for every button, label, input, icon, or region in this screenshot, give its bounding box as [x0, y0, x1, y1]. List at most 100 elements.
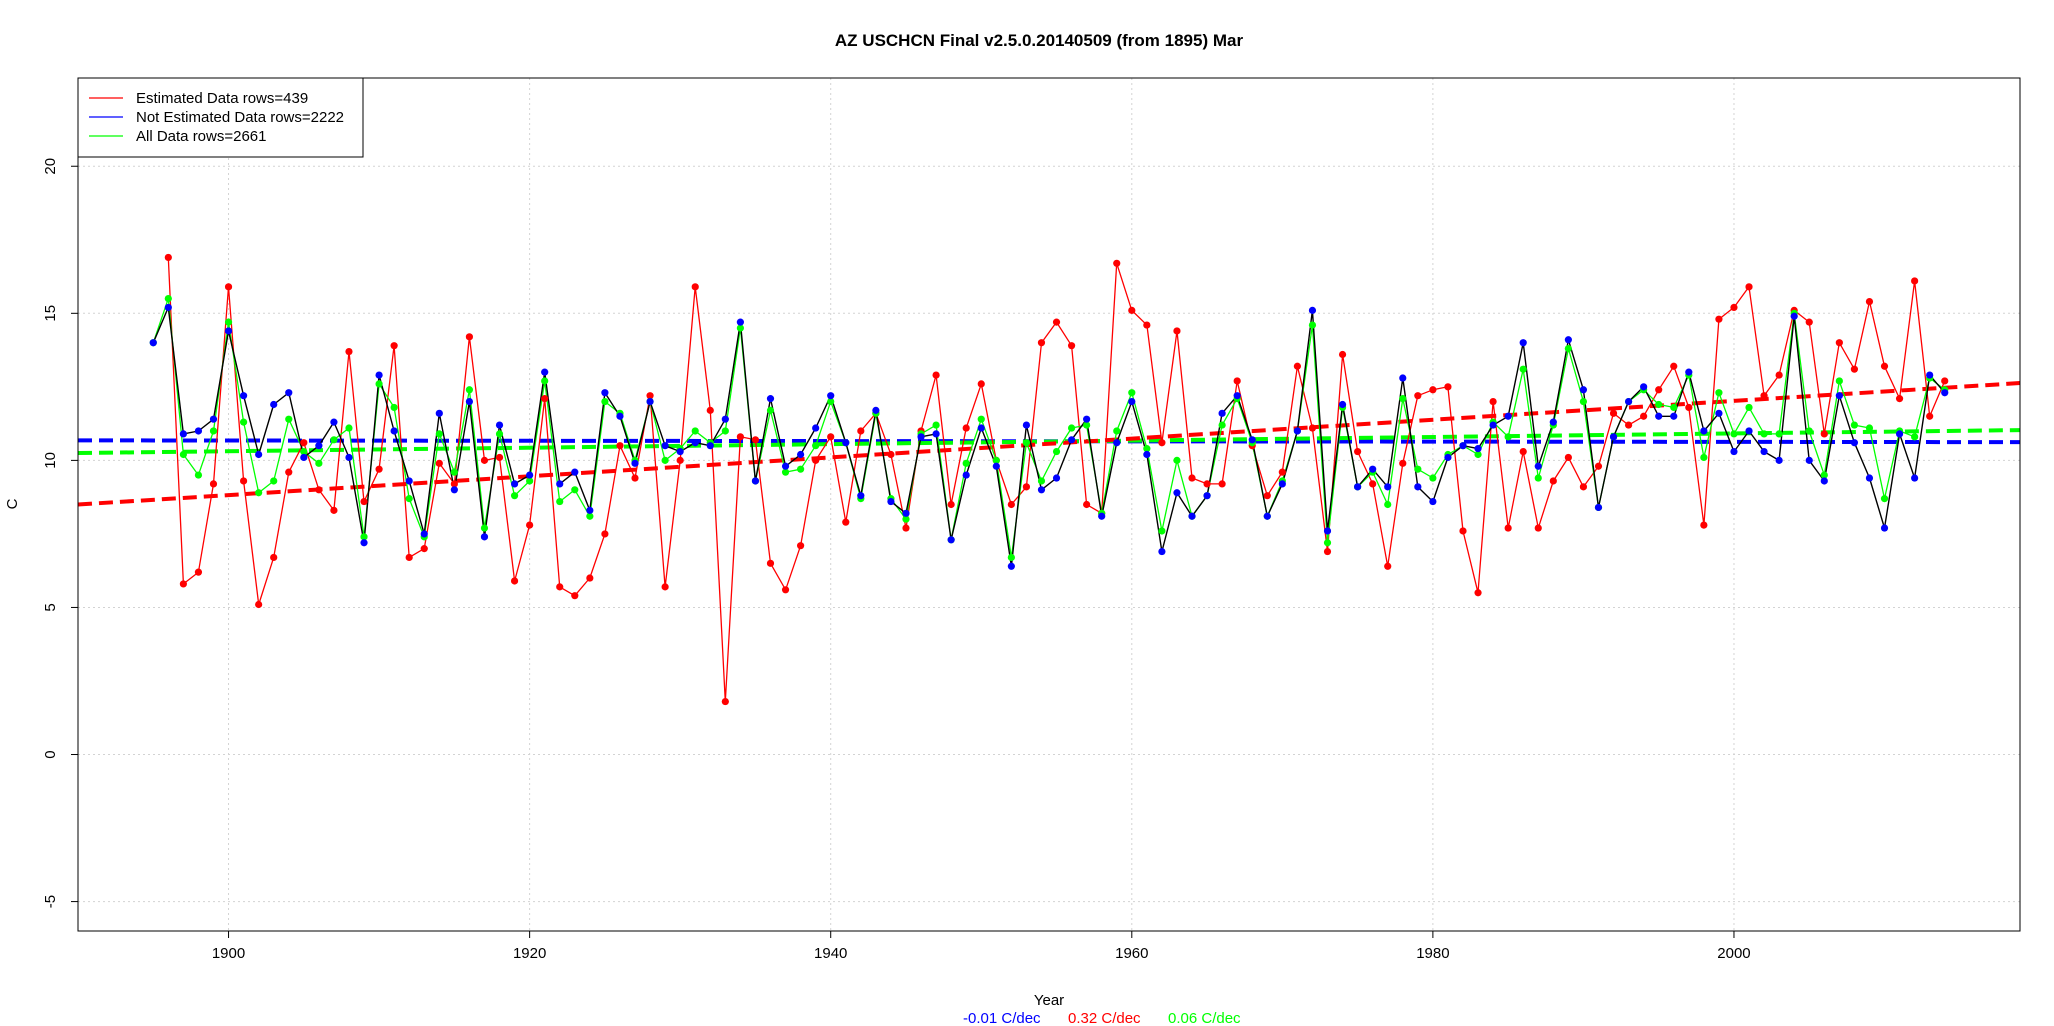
series-points [149, 253, 1949, 706]
data-point [1835, 339, 1843, 347]
grid [78, 78, 2020, 931]
data-point [360, 533, 368, 541]
data-point [1579, 483, 1588, 491]
data-point [435, 409, 443, 417]
data-point [1730, 430, 1738, 438]
data-point [1880, 524, 1889, 532]
data-point [541, 377, 549, 385]
y-tick-label: 0 [42, 750, 59, 758]
data-point [255, 489, 263, 497]
data-point [1263, 492, 1271, 500]
data-point [1564, 345, 1572, 353]
data-point [1519, 339, 1527, 347]
data-point [932, 371, 940, 379]
data-point [1670, 362, 1678, 370]
data-point [1414, 392, 1422, 400]
data-point [315, 459, 323, 467]
data-point [1895, 395, 1904, 403]
data-point [586, 574, 594, 582]
data-point [1248, 436, 1256, 444]
data-point [1579, 386, 1588, 394]
data-point [1775, 456, 1783, 464]
data-point [571, 468, 579, 476]
data-point [1233, 377, 1241, 385]
data-point [541, 395, 549, 403]
data-point [691, 439, 699, 447]
data-point [812, 424, 820, 432]
data-point [1504, 524, 1512, 532]
y-tick-label: 20 [42, 158, 59, 175]
data-point [345, 347, 353, 356]
data-point [1218, 480, 1226, 488]
data-point [1143, 321, 1151, 329]
data-point [1775, 371, 1783, 379]
data-point [1308, 424, 1317, 432]
data-point [1384, 483, 1392, 491]
data-point [1730, 447, 1738, 456]
data-point [1880, 362, 1889, 370]
data-point [977, 380, 985, 388]
data-point [1745, 427, 1753, 435]
data-point [616, 412, 624, 420]
data-point [1609, 433, 1618, 441]
x-tick-label: 1900 [212, 945, 245, 962]
data-point [827, 433, 835, 441]
data-point [1429, 474, 1437, 482]
data-point [977, 424, 985, 432]
data-point [1534, 524, 1542, 532]
data-point [1429, 386, 1437, 394]
data-point [1113, 439, 1121, 447]
data-point [902, 524, 910, 532]
data-point [1519, 447, 1527, 456]
series-line [152, 306, 1946, 567]
data-point [300, 447, 308, 456]
data-point [1805, 318, 1813, 326]
data-point [1820, 430, 1828, 438]
data-point [526, 471, 534, 479]
data-point [1715, 389, 1723, 397]
data-point [1850, 365, 1859, 373]
data-point [1594, 503, 1603, 512]
data-point [1504, 412, 1512, 420]
data-point [1549, 418, 1557, 426]
data-point [1278, 468, 1286, 476]
data-point [601, 389, 609, 397]
data-point [872, 406, 880, 414]
data-point [1323, 539, 1332, 547]
data-point [1158, 439, 1166, 447]
data-point [239, 392, 248, 400]
data-point [1911, 433, 1919, 441]
y-axis: -5 0 5 10 15 20 [42, 158, 78, 908]
data-point [375, 380, 383, 388]
data-point [1444, 383, 1452, 391]
data-point [1083, 500, 1091, 509]
data-point [1579, 397, 1588, 406]
data-point [887, 450, 895, 459]
x-tick-label: 1940 [814, 945, 847, 962]
data-point [631, 474, 639, 482]
data-point [435, 430, 443, 438]
data-point [465, 386, 474, 394]
data-point [1745, 403, 1753, 412]
data-point [556, 480, 564, 488]
data-point [495, 430, 504, 438]
data-point [631, 459, 639, 467]
data-point [194, 471, 203, 479]
data-point [827, 397, 835, 406]
data-point [164, 303, 172, 312]
data-point [1338, 350, 1347, 359]
data-point [1113, 259, 1121, 267]
data-point [1007, 500, 1015, 509]
chart-title: AZ USCHCN Final v2.5.0.20140509 (from 18… [835, 31, 1244, 50]
data-point [315, 442, 323, 450]
data-point [390, 403, 398, 412]
data-point [1369, 465, 1377, 473]
data-point [435, 459, 443, 467]
data-point [1233, 392, 1241, 400]
data-point [1037, 486, 1046, 494]
data-point [586, 512, 594, 520]
data-point [1143, 445, 1151, 453]
data-point [556, 497, 564, 506]
data-point [164, 253, 172, 262]
y-axis-label: C [4, 498, 21, 509]
